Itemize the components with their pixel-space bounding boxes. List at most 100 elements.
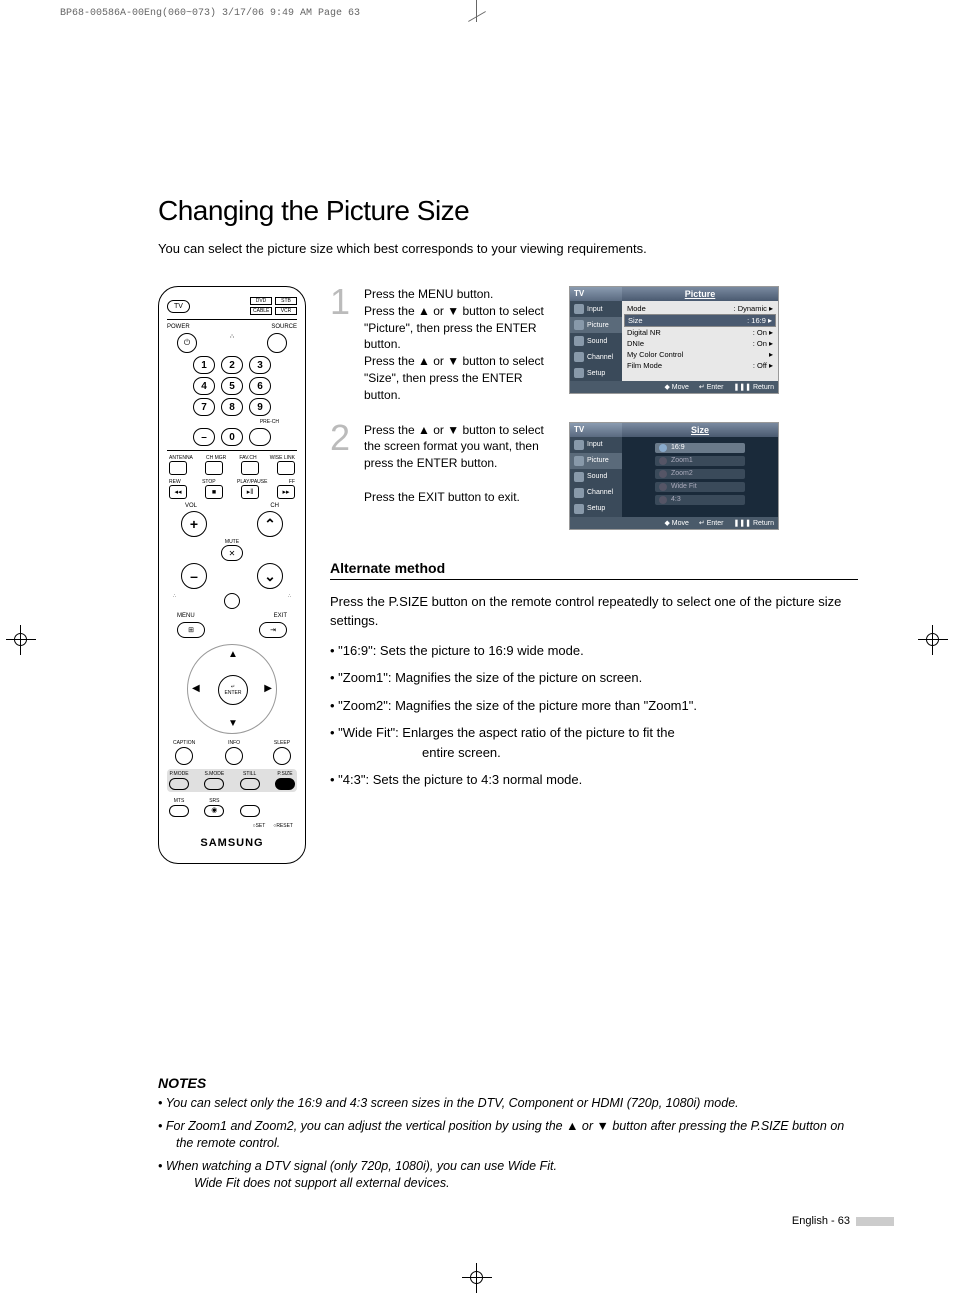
registration-mark-left: [6, 625, 36, 655]
ch-up: ⌃: [257, 511, 283, 537]
dpad-right-icon: ▶: [264, 683, 272, 694]
osd1-row: Film Mode: Off ▸: [624, 360, 776, 371]
still-btn: [240, 778, 260, 790]
step-1-text: Press the MENU button. Press the ▲ or ▼ …: [364, 286, 559, 404]
blank-btn: [240, 805, 260, 817]
vol-lbl: VOL: [185, 503, 197, 509]
osd2-option: 4:3: [655, 495, 745, 505]
osd2-side-item: Setup: [570, 501, 622, 517]
sleep-btn: [273, 747, 291, 765]
source-label: SOURCE: [271, 324, 297, 330]
extra-btn: [224, 593, 240, 609]
mts-lbl: MTS: [169, 798, 189, 804]
osd2-tv: TV: [570, 423, 622, 437]
osd1-row: My Color Control ▸: [624, 349, 776, 360]
osd2-option: 16:9: [655, 443, 745, 453]
alt-item: "Zoom1": Magnifies the size of the pictu…: [330, 668, 858, 688]
osd1-side-item: Sound: [570, 333, 622, 349]
reset-lbl: ○RESET: [273, 823, 293, 829]
notes-title: NOTES: [158, 1075, 858, 1091]
page-footer: English - 63: [792, 1215, 894, 1227]
note-1: You can select only the 16:9 and 4:3 scr…: [158, 1095, 858, 1112]
enter-btn: ↵ENTER: [218, 675, 248, 705]
alt-item: "16:9": Sets the picture to 16:9 wide mo…: [330, 641, 858, 661]
osd1-row: Mode: Dynamic ▸: [624, 303, 776, 314]
num-9: 9: [249, 398, 271, 416]
osd1-title: Picture: [622, 287, 778, 301]
osd1-tv: TV: [570, 287, 622, 301]
num-2: 2: [221, 356, 243, 374]
info-lbl: INFO: [225, 740, 243, 746]
num-7: 7: [193, 398, 215, 416]
vol-down: –: [181, 563, 207, 589]
chmgr-btn: [205, 461, 223, 475]
num-6: 6: [249, 377, 271, 395]
osd2-option: Wide Fit: [655, 482, 745, 492]
num-4: 4: [193, 377, 215, 395]
prech-btn: [249, 428, 271, 446]
osd2-enter-hint: ↵ Enter: [699, 519, 724, 527]
osd2-option: Zoom2: [655, 469, 745, 479]
osd1-row: Size: 16:9 ▸: [624, 314, 776, 327]
psize-btn: [275, 778, 295, 790]
registration-mark-right: [918, 625, 948, 655]
dpad-up-icon: ▲: [228, 649, 238, 660]
osd2-side-item: Picture: [570, 453, 622, 469]
caption-btn: [175, 747, 193, 765]
srs-lbl: SRS: [204, 798, 224, 804]
note-3: When watching a DTV signal (only 720p, 1…: [158, 1158, 858, 1192]
dpad-left-icon: ◀: [192, 683, 200, 694]
info-btn: [225, 747, 243, 765]
osd1-side-item: Input: [570, 301, 622, 317]
menu-btn: ⊞: [177, 622, 205, 638]
prech-label: PRE-CH: [167, 419, 297, 425]
rew-btn: ◂◂: [169, 485, 187, 499]
exit-lbl: EXIT: [274, 613, 287, 619]
remote-control-diagram: TV DVDSTB CABLEVCR POWERSOURCE ⏻ ∴ 123 4…: [158, 286, 306, 864]
ff-btn: ▸▸: [277, 485, 295, 499]
alt-intro: Press the P.SIZE button on the remote co…: [330, 592, 858, 631]
alt-item: "4:3": Sets the picture to 4:3 normal mo…: [330, 770, 858, 790]
osd1-row: Digital NR: On ▸: [624, 327, 776, 338]
mute-lbl: MUTE: [167, 539, 297, 545]
osd2-side-item: Channel: [570, 485, 622, 501]
remote-dvd: DVD: [250, 297, 272, 305]
pmode-btn: [169, 778, 189, 790]
source-btn: [267, 333, 287, 353]
alt-item: "Zoom2": Magnifies the size of the pictu…: [330, 696, 858, 716]
doc-header-meta: BP68-00586A-00Eng(060~073) 3/17/06 9:49 …: [60, 8, 360, 19]
osd2-side-item: Input: [570, 437, 622, 453]
sleep-lbl: SLEEP: [273, 740, 291, 746]
num-3: 3: [249, 356, 271, 374]
dash-btn: –: [193, 428, 215, 446]
osd1-side-item: Setup: [570, 365, 622, 381]
remote-vcr: VCR: [275, 307, 297, 315]
remote-tv-btn: TV: [167, 300, 190, 313]
num-8: 8: [221, 398, 243, 416]
power-label: POWER: [167, 324, 190, 330]
smode-lbl: S.MODE: [204, 771, 224, 777]
smode-btn: [204, 778, 224, 790]
srs-btn: ◉: [204, 805, 224, 817]
num-1: 1: [193, 356, 215, 374]
brand-logo: SAMSUNG: [167, 837, 297, 849]
menu-lbl: MENU: [177, 613, 195, 619]
osd2-title: Size: [622, 423, 778, 437]
osd2-option: Zoom1: [655, 456, 745, 466]
remote-cable: CABLE: [250, 307, 272, 315]
intro-text: You can select the picture size which be…: [158, 241, 858, 256]
remote-stb: STB: [275, 297, 297, 305]
alt-item: "Wide Fit": Enlarges the aspect ratio of…: [330, 723, 858, 762]
num-0: 0: [221, 428, 243, 446]
notes-section: NOTES You can select only the 16:9 and 4…: [158, 1075, 858, 1197]
note-2: For Zoom1 and Zoom2, you can adjust the …: [158, 1118, 858, 1152]
dpad: ▲ ▼ ◀ ▶ ↵ENTER: [187, 644, 277, 734]
osd-enter-hint: ↵ Enter: [699, 383, 724, 391]
ch-down: ⌄: [257, 563, 283, 589]
osd2-side-item: Sound: [570, 469, 622, 485]
vol-up: +: [181, 511, 207, 537]
ch-lbl: CH: [270, 503, 279, 509]
osd1-side-item: Picture: [570, 317, 622, 333]
wiselink-btn: [277, 461, 295, 475]
stop-btn: ■: [205, 485, 223, 499]
